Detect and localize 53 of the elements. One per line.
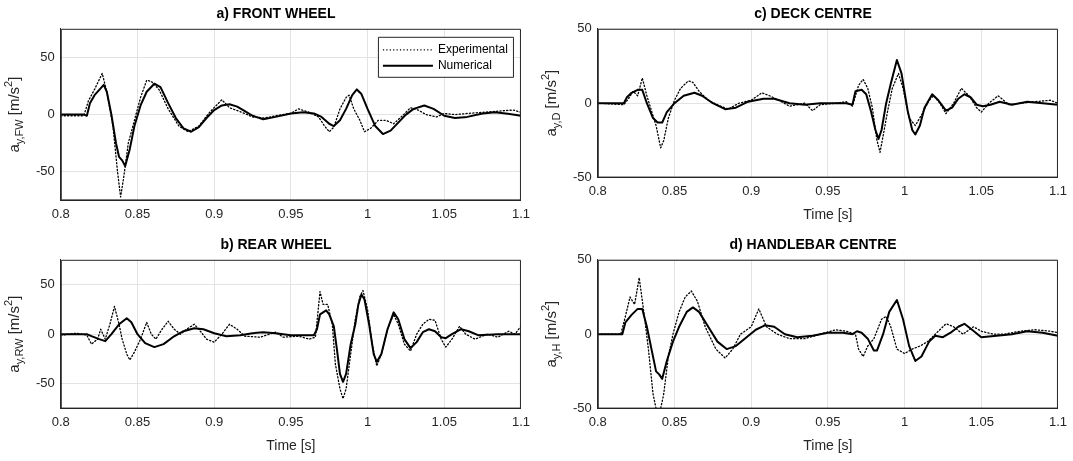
y-tick-label: 0 (584, 94, 592, 110)
x-tick-label: 0.85 (124, 205, 151, 221)
x-tick-label: 0.95 (278, 205, 304, 221)
x-tick-label: 0.8 (588, 182, 607, 198)
x-tick-label: 1.05 (431, 413, 457, 429)
y-tick-label: 0 (47, 106, 55, 122)
y-tick-label: 0 (47, 325, 55, 341)
x-tick-label: 0.9 (205, 413, 224, 429)
chart-title: c) DECK CENTRE (754, 5, 872, 22)
x-tick-label: 0.85 (661, 413, 688, 429)
y-tick-label: 50 (577, 20, 592, 36)
x-tick-label: 0.9 (742, 413, 761, 429)
y-axis-title: ay,FW [m/s2] (2, 76, 25, 153)
y-tick-label: -50 (35, 375, 55, 391)
y-tick-label: -50 (572, 169, 592, 185)
x-tick-label: 1.1 (511, 205, 530, 221)
x-tick-label: 1.1 (1048, 182, 1067, 198)
x-tick-label: 0.8 (51, 205, 70, 221)
x-tick-label: 0.9 (205, 205, 224, 221)
x-tick-label: 1 (363, 205, 372, 221)
chart-title: b) REAR WHEEL (220, 236, 333, 253)
y-tick-label: 0 (584, 325, 592, 341)
x-tick-label: 0.85 (661, 182, 688, 198)
x-tick-label: 0.8 (51, 413, 70, 429)
y-axis-title: ay,RW [m/s2] (2, 295, 25, 373)
x-tick-label: 1.05 (968, 413, 994, 429)
x-tick-label: 1.05 (431, 205, 457, 221)
x-tick-label: 0.85 (124, 413, 151, 429)
y-tick-label: 50 (40, 48, 55, 64)
y-tick-label: -50 (35, 163, 55, 179)
x-tick-label: 1.1 (511, 413, 530, 429)
chart-title: a) FRONT WHEEL (216, 5, 336, 22)
x-tick-label: 0.8 (588, 413, 607, 429)
x-tick-label: 1 (900, 413, 909, 429)
x-tick-label: 0.95 (815, 413, 841, 429)
y-tick-label: 50 (577, 251, 592, 267)
x-tick-label: 1.05 (968, 182, 994, 198)
y-axis-title: ay,H [m/s2] (539, 300, 562, 368)
y-axis-title: ay,D [m/s2] (539, 69, 562, 137)
x-axis-title: Time [s] (803, 206, 853, 223)
chart-title: d) HANDLEBAR CENTRE (729, 236, 897, 253)
x-axis-title: Time [s] (803, 437, 853, 454)
x-tick-label: 0.95 (815, 182, 841, 198)
x-axis-title: Time [s] (266, 437, 316, 454)
x-tick-label: 0.9 (742, 182, 761, 198)
x-tick-label: 1.1 (1048, 413, 1067, 429)
y-tick-label: -50 (572, 400, 592, 416)
legend-label: Experimental (437, 42, 508, 57)
x-tick-label: 1 (363, 413, 372, 429)
x-tick-label: 0.95 (278, 413, 304, 429)
y-tick-label: 50 (40, 276, 55, 292)
legend-label: Numerical (437, 58, 492, 73)
x-tick-label: 1 (900, 182, 909, 198)
